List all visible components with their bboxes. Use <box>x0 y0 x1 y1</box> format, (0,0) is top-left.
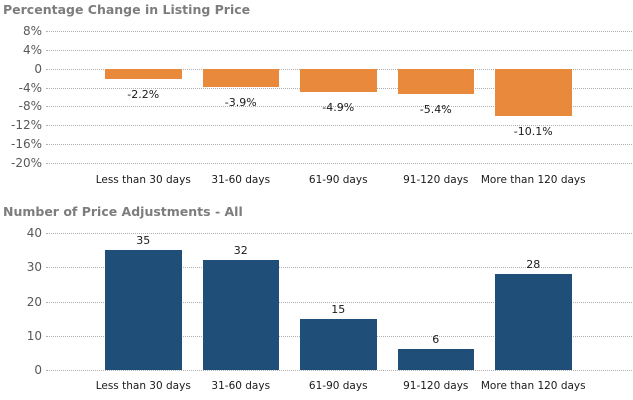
y-axis-tick-label: -8% <box>18 99 42 114</box>
y-axis-tick-label: -4% <box>18 80 42 95</box>
y-axis-tick-label: 0 <box>34 61 42 76</box>
category-label: More than 120 days <box>480 380 586 392</box>
category-label: Less than 30 days <box>95 380 191 392</box>
y-axis-tick-label: 10 <box>26 328 42 343</box>
bar-61-90-days <box>300 68 377 92</box>
gridline <box>46 125 632 127</box>
category-label: 61-90 days <box>308 174 368 186</box>
y-axis-tick-label: 40 <box>26 226 42 240</box>
value-label: 6 <box>432 333 440 347</box>
gridline <box>46 106 632 108</box>
category-label: More than 120 days <box>480 174 586 186</box>
y-axis-tick-label: -12% <box>10 118 42 133</box>
value-label: -4.9% <box>322 100 355 114</box>
y-axis-tick-label: 0 <box>34 363 42 377</box>
gridline <box>46 233 632 234</box>
y-axis-tick-label: 8% <box>22 24 42 38</box>
y-axis-tick-label: -16% <box>10 137 42 152</box>
y-axis-tick-label: 4% <box>22 42 42 57</box>
y-axis-tick-label: -20% <box>10 156 42 170</box>
gridline <box>46 370 632 371</box>
bar-91-120-days <box>397 68 474 95</box>
value-label: 32 <box>233 244 248 258</box>
bar-less-than-30-days <box>105 250 182 370</box>
gridline <box>46 31 632 32</box>
category-label: 91-120 days <box>403 174 469 186</box>
bar-31-60-days <box>202 68 279 88</box>
category-label: 61-90 days <box>308 380 368 392</box>
plot-area-percentage-change: 8% 4% 0 -4% -8% -12% -16% -20% -2.2% Less than 30… <box>11 24 632 186</box>
bar-31-60-days <box>202 260 279 370</box>
value-label: -3.9% <box>224 96 257 110</box>
bar-61-90-days <box>300 318 377 370</box>
value-label: 28 <box>526 258 541 272</box>
gridline <box>46 163 632 164</box>
value-label: -10.1% <box>513 125 553 139</box>
bar-less-than-30-days <box>105 68 182 80</box>
y-axis-tick-label: 20 <box>26 294 42 309</box>
category-label: 91-120 days <box>403 380 469 392</box>
chart-title-price-adjustments: Number of Price Adjustments - All <box>3 204 243 219</box>
value-label: 15 <box>331 302 346 316</box>
bar-more-than-120-days <box>495 68 572 117</box>
gridline <box>46 267 632 269</box>
category-label: 31-60 days <box>211 174 271 186</box>
gridline <box>46 49 632 51</box>
bar-more-than-120-days <box>495 274 572 370</box>
gridline <box>46 144 632 146</box>
value-label: 35 <box>136 234 151 248</box>
chart-title-percentage-change: Percentage Change in Listing Price <box>3 2 251 17</box>
plot-area-price-adjustments: 40 30 20 10 0 35 Less than 30 days 32 31-60 days… <box>27 226 632 392</box>
category-label: Less than 30 days <box>95 174 191 186</box>
y-axis-tick-label: 30 <box>26 260 42 275</box>
gridline <box>46 301 632 303</box>
bar-91-120-days <box>397 349 474 370</box>
value-label: -2.2% <box>127 88 160 102</box>
value-label: -5.4% <box>419 103 452 117</box>
category-label: 31-60 days <box>211 380 271 392</box>
